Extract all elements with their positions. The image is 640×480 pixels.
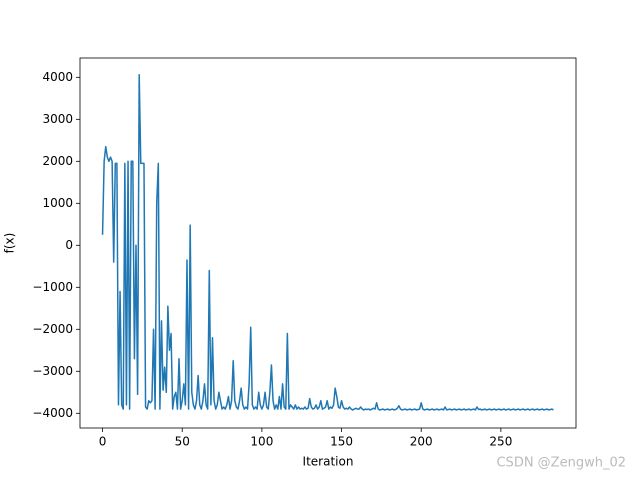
y-axis-label: f(x) [3,233,17,254]
y-tick-label: 1000 [42,196,73,210]
y-tick-label: −1000 [32,280,73,294]
axes-frame [79,57,577,429]
x-tick-label: 0 [99,435,107,449]
watermark: CSDN @Zengwh_02 [496,456,626,471]
y-tick-label: 4000 [42,70,73,84]
y-tick-label: −2000 [32,322,73,336]
y-tick-label: −3000 [32,364,73,378]
x-tick-label: 200 [410,435,433,449]
x-axis-label: Iteration [303,455,354,469]
x-tick-label: 50 [175,435,190,449]
x-tick-label: 150 [330,435,353,449]
x-tick-label: 100 [250,435,273,449]
y-tick-label: 2000 [42,154,73,168]
y-tick-label: 3000 [42,112,73,126]
line-series [101,74,554,411]
y-tick-label: 0 [65,238,73,252]
x-tick-label: 250 [489,435,512,449]
y-tick-label: −4000 [32,406,73,420]
